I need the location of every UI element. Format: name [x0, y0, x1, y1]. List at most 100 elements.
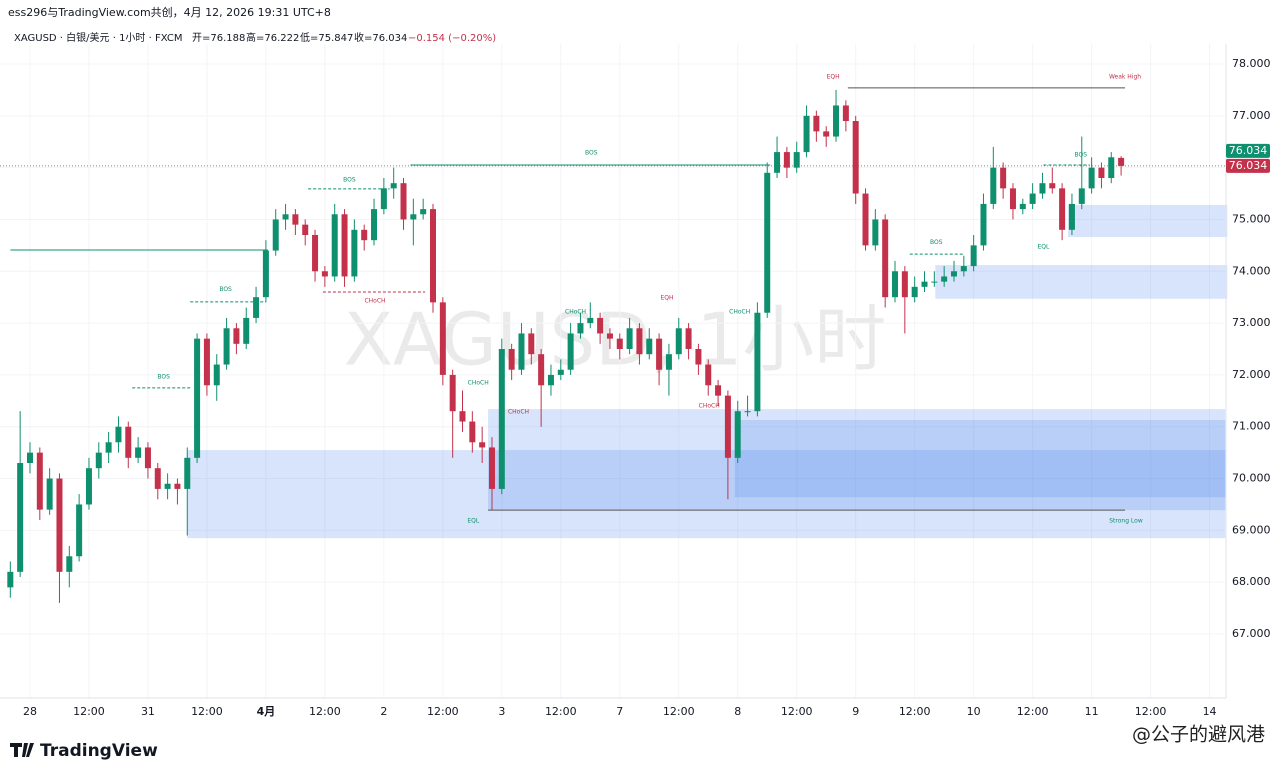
candle-body [253, 297, 260, 318]
candle-body [616, 338, 623, 350]
candle-body [282, 214, 289, 220]
candle-body [410, 214, 417, 220]
legend: XAGUSD · 白银/美元 · 1小时 · FXCM 开=76.188 高=7… [14, 31, 496, 44]
x-tick-label: 3 [498, 705, 505, 718]
candle-body [292, 214, 299, 225]
candle-body [56, 478, 63, 572]
annotation: EQH [660, 295, 673, 302]
annotation: Weak High [1109, 73, 1141, 80]
candle-body [577, 323, 584, 334]
candle-body [203, 338, 210, 386]
watermark: XAGUSD, 1小时 [344, 298, 887, 382]
candle-body [547, 374, 554, 386]
x-tick-label: 12:00 [427, 705, 459, 718]
header: ess296与TradingView.com共创，4月 12, 2026 19:… [8, 6, 331, 19]
candle-body [823, 131, 830, 137]
annotation: BOS [157, 373, 170, 380]
candle-body [557, 369, 564, 375]
brand-logo: TradingView [10, 741, 158, 761]
candle-body [439, 302, 446, 375]
candle-body [901, 271, 908, 298]
candle-body [85, 468, 92, 505]
high: 高=76.222 [246, 31, 299, 44]
candle-body [764, 172, 771, 313]
x-tick-label: 8 [734, 705, 741, 718]
y-tick-label: 73.000 [1232, 316, 1271, 329]
candle-body [262, 250, 269, 298]
candle-body [26, 452, 33, 464]
candle-body [194, 338, 201, 458]
candle-body [1019, 203, 1026, 210]
candle-body [223, 328, 230, 365]
candle-body [813, 115, 820, 132]
symbol: XAGUSD · 白银/美元 · 1小时 · FXCM [14, 31, 182, 44]
x-tick-label: 12:00 [73, 705, 105, 718]
zone [734, 419, 1226, 498]
annotation: BOS [585, 150, 598, 157]
candle-body [105, 442, 112, 453]
candle-body [135, 447, 142, 458]
candle-body [685, 328, 692, 350]
candle-body [1098, 167, 1105, 179]
candle-body [567, 333, 574, 370]
candle-body [7, 571, 14, 588]
annotation: EQL [1038, 243, 1051, 250]
candle-body [115, 426, 122, 443]
candle-body [1108, 157, 1115, 179]
zone [1068, 204, 1228, 238]
open: 开=76.188 [192, 33, 245, 44]
candle-body [430, 209, 437, 303]
candle-body [950, 271, 957, 277]
y-tick-label: 71.000 [1232, 420, 1271, 433]
candle-body [164, 483, 171, 489]
candle-body [1039, 183, 1046, 194]
annotation: Strong Low [1109, 518, 1143, 525]
candle-body [882, 219, 889, 298]
annotation: CHoCH [364, 297, 385, 304]
candle-body [862, 193, 869, 246]
x-tick-label: 12:00 [781, 705, 813, 718]
candle-body [892, 271, 899, 298]
y-tick-label: 68.000 [1232, 575, 1271, 588]
candle-body [724, 395, 731, 458]
x-tick-label: 14 [1203, 705, 1217, 718]
price-tag [1226, 158, 1270, 173]
price-tag [1226, 143, 1270, 158]
candle-body [695, 349, 702, 365]
candle-body [46, 478, 53, 510]
low: 低=75.847 [300, 31, 353, 44]
candle-body [626, 328, 633, 350]
x-tick-label: 7 [616, 705, 623, 718]
x-tick-label: 10 [967, 705, 981, 718]
candle-body [960, 266, 967, 272]
candle-body [793, 152, 800, 168]
candle-body [508, 349, 515, 370]
candle-body [321, 271, 328, 277]
candle-body [852, 121, 859, 194]
candle-body [675, 328, 682, 355]
candle-body [184, 457, 191, 489]
candle-body [400, 183, 407, 220]
candle-body [774, 152, 781, 173]
candle-body [479, 442, 486, 448]
y-tick-label: 72.000 [1232, 368, 1271, 381]
candle-body [783, 152, 790, 168]
candle-body [980, 203, 987, 246]
x-tick-label: 12:00 [1135, 705, 1167, 718]
candle-body [459, 411, 466, 422]
candle-body [76, 504, 83, 557]
annotation: CHoCH [699, 403, 720, 410]
candle-body [1009, 188, 1016, 210]
y-tick-label: 69.000 [1232, 523, 1271, 536]
y-tick-label: 77.000 [1232, 109, 1271, 122]
candle-body [1078, 188, 1085, 204]
annotation: BOS [343, 177, 356, 184]
candle-body [842, 105, 849, 122]
brand: TradingView [40, 741, 158, 761]
close: 收=76.034 [354, 31, 407, 44]
x-tick-label: 28 [23, 705, 37, 718]
candle-body [174, 483, 181, 489]
zone [187, 450, 1226, 539]
